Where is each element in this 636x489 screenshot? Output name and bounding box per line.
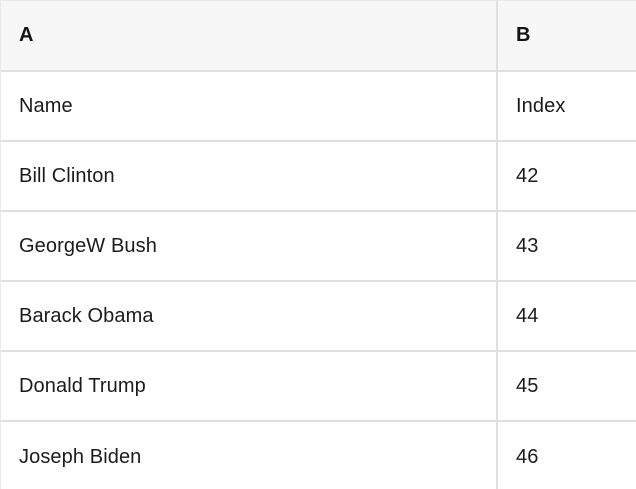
cell-b2-text: 42 (516, 164, 539, 187)
cell-b6-text: 46 (516, 445, 539, 468)
table-row-3: GeorgeW Bush 43 (1, 212, 636, 282)
column-header-b[interactable]: B (498, 1, 636, 70)
cell-b5[interactable]: 45 (498, 352, 636, 420)
cell-a2-text: Bill Clinton (19, 164, 115, 187)
cell-b3[interactable]: 43 (498, 212, 636, 280)
cell-b4-text: 44 (516, 304, 539, 327)
column-header-a-label: A (19, 24, 34, 46)
cell-a4[interactable]: Barack Obama (1, 282, 498, 350)
cell-a1-text: Name (19, 94, 73, 117)
table-row-2: Bill Clinton 42 (1, 142, 636, 212)
cell-a3-text: GeorgeW Bush (19, 234, 157, 257)
cell-b5-text: 45 (516, 374, 539, 397)
cell-b3-text: 43 (516, 234, 539, 257)
cell-a5[interactable]: Donald Trump (1, 352, 498, 420)
cell-b1-text: Index (516, 94, 566, 117)
column-header-b-label: B (516, 24, 531, 46)
cell-b2[interactable]: 42 (498, 142, 636, 210)
cell-a6-text: Joseph Biden (19, 445, 142, 468)
table-row-4: Barack Obama 44 (1, 282, 636, 352)
cell-a4-text: Barack Obama (19, 304, 154, 327)
column-header-row: A B (1, 1, 636, 72)
table-row-1: Name Index (1, 72, 636, 142)
cell-b4[interactable]: 44 (498, 282, 636, 350)
cell-a2[interactable]: Bill Clinton (1, 142, 498, 210)
column-header-a[interactable]: A (1, 1, 498, 70)
cell-b1[interactable]: Index (498, 72, 636, 140)
cell-a3[interactable]: GeorgeW Bush (1, 212, 498, 280)
cell-b6[interactable]: 46 (498, 422, 636, 489)
cell-a1[interactable]: Name (1, 72, 498, 140)
cell-a5-text: Donald Trump (19, 374, 146, 397)
table-row-5: Donald Trump 45 (1, 352, 636, 422)
cell-a6[interactable]: Joseph Biden (1, 422, 498, 489)
table-row-6: Joseph Biden 46 (1, 422, 636, 489)
